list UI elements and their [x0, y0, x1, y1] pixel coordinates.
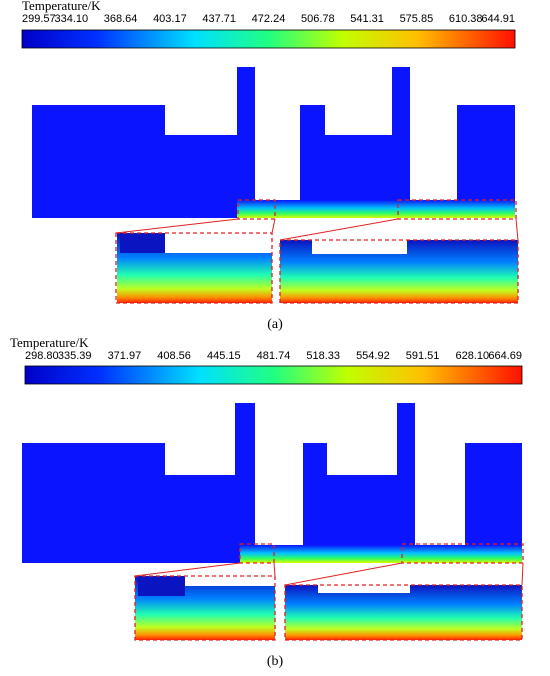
connector — [115, 218, 239, 234]
domain — [32, 67, 515, 218]
inset-notch — [318, 585, 410, 593]
colorbar — [21, 29, 516, 49]
panel-label: (a) — [267, 317, 283, 332]
colorbar-tick-label: 506.78 — [301, 13, 335, 25]
zoom-box — [397, 199, 517, 220]
inset-notch — [185, 576, 275, 586]
colorbar-tick-label: 368.64 — [104, 13, 138, 25]
colorbar-tick-label: 299.57 — [22, 13, 56, 25]
inset-notch — [312, 240, 407, 254]
colorbar-tick-label: 610.38 — [449, 13, 483, 25]
colorbar-tick-label: 481.74 — [257, 350, 291, 362]
colorbar-title: Temperature/K — [22, 0, 101, 13]
channel — [237, 200, 515, 218]
colorbar-tick-label: 472.24 — [252, 13, 286, 25]
connector — [271, 218, 276, 234]
inset-notch — [165, 233, 272, 253]
colorbar-tick-label: 591.51 — [406, 350, 440, 362]
colorbar-tick-label: 408.56 — [157, 350, 191, 362]
colorbar-tick-label: 335.39 — [58, 350, 92, 362]
colorbar-tick-label: 575.85 — [400, 13, 434, 25]
inset — [285, 585, 522, 640]
colorbar-tick-label: 403.17 — [153, 13, 187, 25]
connector — [521, 562, 524, 586]
inset-box — [279, 239, 519, 304]
colorbar-tick-label: 298.80 — [25, 350, 59, 362]
channel — [240, 545, 522, 563]
panel-b: Temperature/K 298.80 335.39 371.97 408.56 44… — [10, 335, 524, 669]
connector — [273, 562, 276, 577]
colorbar-title: Temperature/K — [10, 335, 89, 350]
colorbar-tick-label: 334.10 — [54, 13, 88, 25]
domain — [22, 403, 522, 563]
zoom-box — [239, 543, 275, 564]
colorbar-tick-label: 518.33 — [306, 350, 340, 362]
colorbar-tick-label: 437.71 — [202, 13, 236, 25]
connector — [279, 218, 399, 241]
colorbar-tick-label: 664.69 — [488, 350, 522, 362]
colorbar-tick-label: 371.97 — [108, 350, 142, 362]
inset-box — [284, 584, 523, 641]
colorbar-tick-label: 554.92 — [356, 350, 390, 362]
inset-block — [120, 233, 165, 253]
inset-block — [138, 576, 185, 596]
colorbar-tick-label: 541.31 — [350, 13, 384, 25]
inset-box — [115, 232, 273, 304]
panel-label: (b) — [267, 654, 284, 669]
connector — [284, 562, 403, 586]
colorbar-tick-label: 644.91 — [481, 13, 515, 25]
colorbar — [24, 365, 523, 385]
colorbar-tick-label: 445.15 — [207, 350, 241, 362]
colorbar-ticks: 298.80 335.39 371.97 408.56 445.15 481.74 518.… — [25, 350, 522, 362]
colorbar-tick-label: 628.10 — [455, 350, 489, 362]
inset-box — [134, 575, 276, 641]
connector — [515, 218, 519, 241]
connector — [134, 562, 241, 577]
